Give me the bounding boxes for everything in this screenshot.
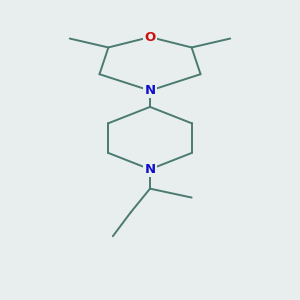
Text: N: N <box>144 163 156 176</box>
Text: N: N <box>144 84 156 97</box>
Text: O: O <box>144 31 156 44</box>
